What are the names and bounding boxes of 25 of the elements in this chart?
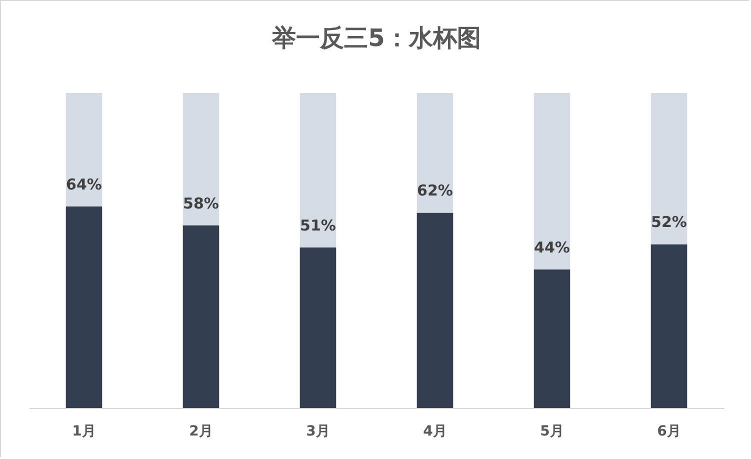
x-tick-label: 5月: [540, 424, 564, 440]
bar: [182, 93, 220, 226]
data-label: 51%: [300, 216, 336, 234]
bar: [534, 269, 570, 408]
bar: [300, 93, 336, 248]
bar: [534, 93, 570, 270]
chart-title: 举一反三5：水杯图: [271, 24, 481, 52]
data-label: 58%: [183, 194, 219, 212]
bar: [66, 206, 102, 408]
bar: [416, 212, 454, 408]
data-label: 62%: [417, 182, 453, 200]
x-tick-label: 2月: [189, 424, 213, 440]
data-label: 44%: [534, 238, 570, 256]
x-tick-label: 4月: [423, 424, 447, 440]
bar: [66, 93, 102, 206]
bar: [650, 93, 688, 244]
bar: [416, 93, 454, 213]
bar: [300, 247, 336, 408]
x-tick-label: 3月: [306, 424, 330, 440]
bar: [650, 244, 688, 408]
data-label: 52%: [651, 213, 687, 232]
bar: [182, 225, 220, 408]
data-label: 64%: [66, 175, 102, 194]
x-tick-label: 6月: [657, 424, 681, 440]
x-tick-label: 1月: [72, 424, 96, 440]
